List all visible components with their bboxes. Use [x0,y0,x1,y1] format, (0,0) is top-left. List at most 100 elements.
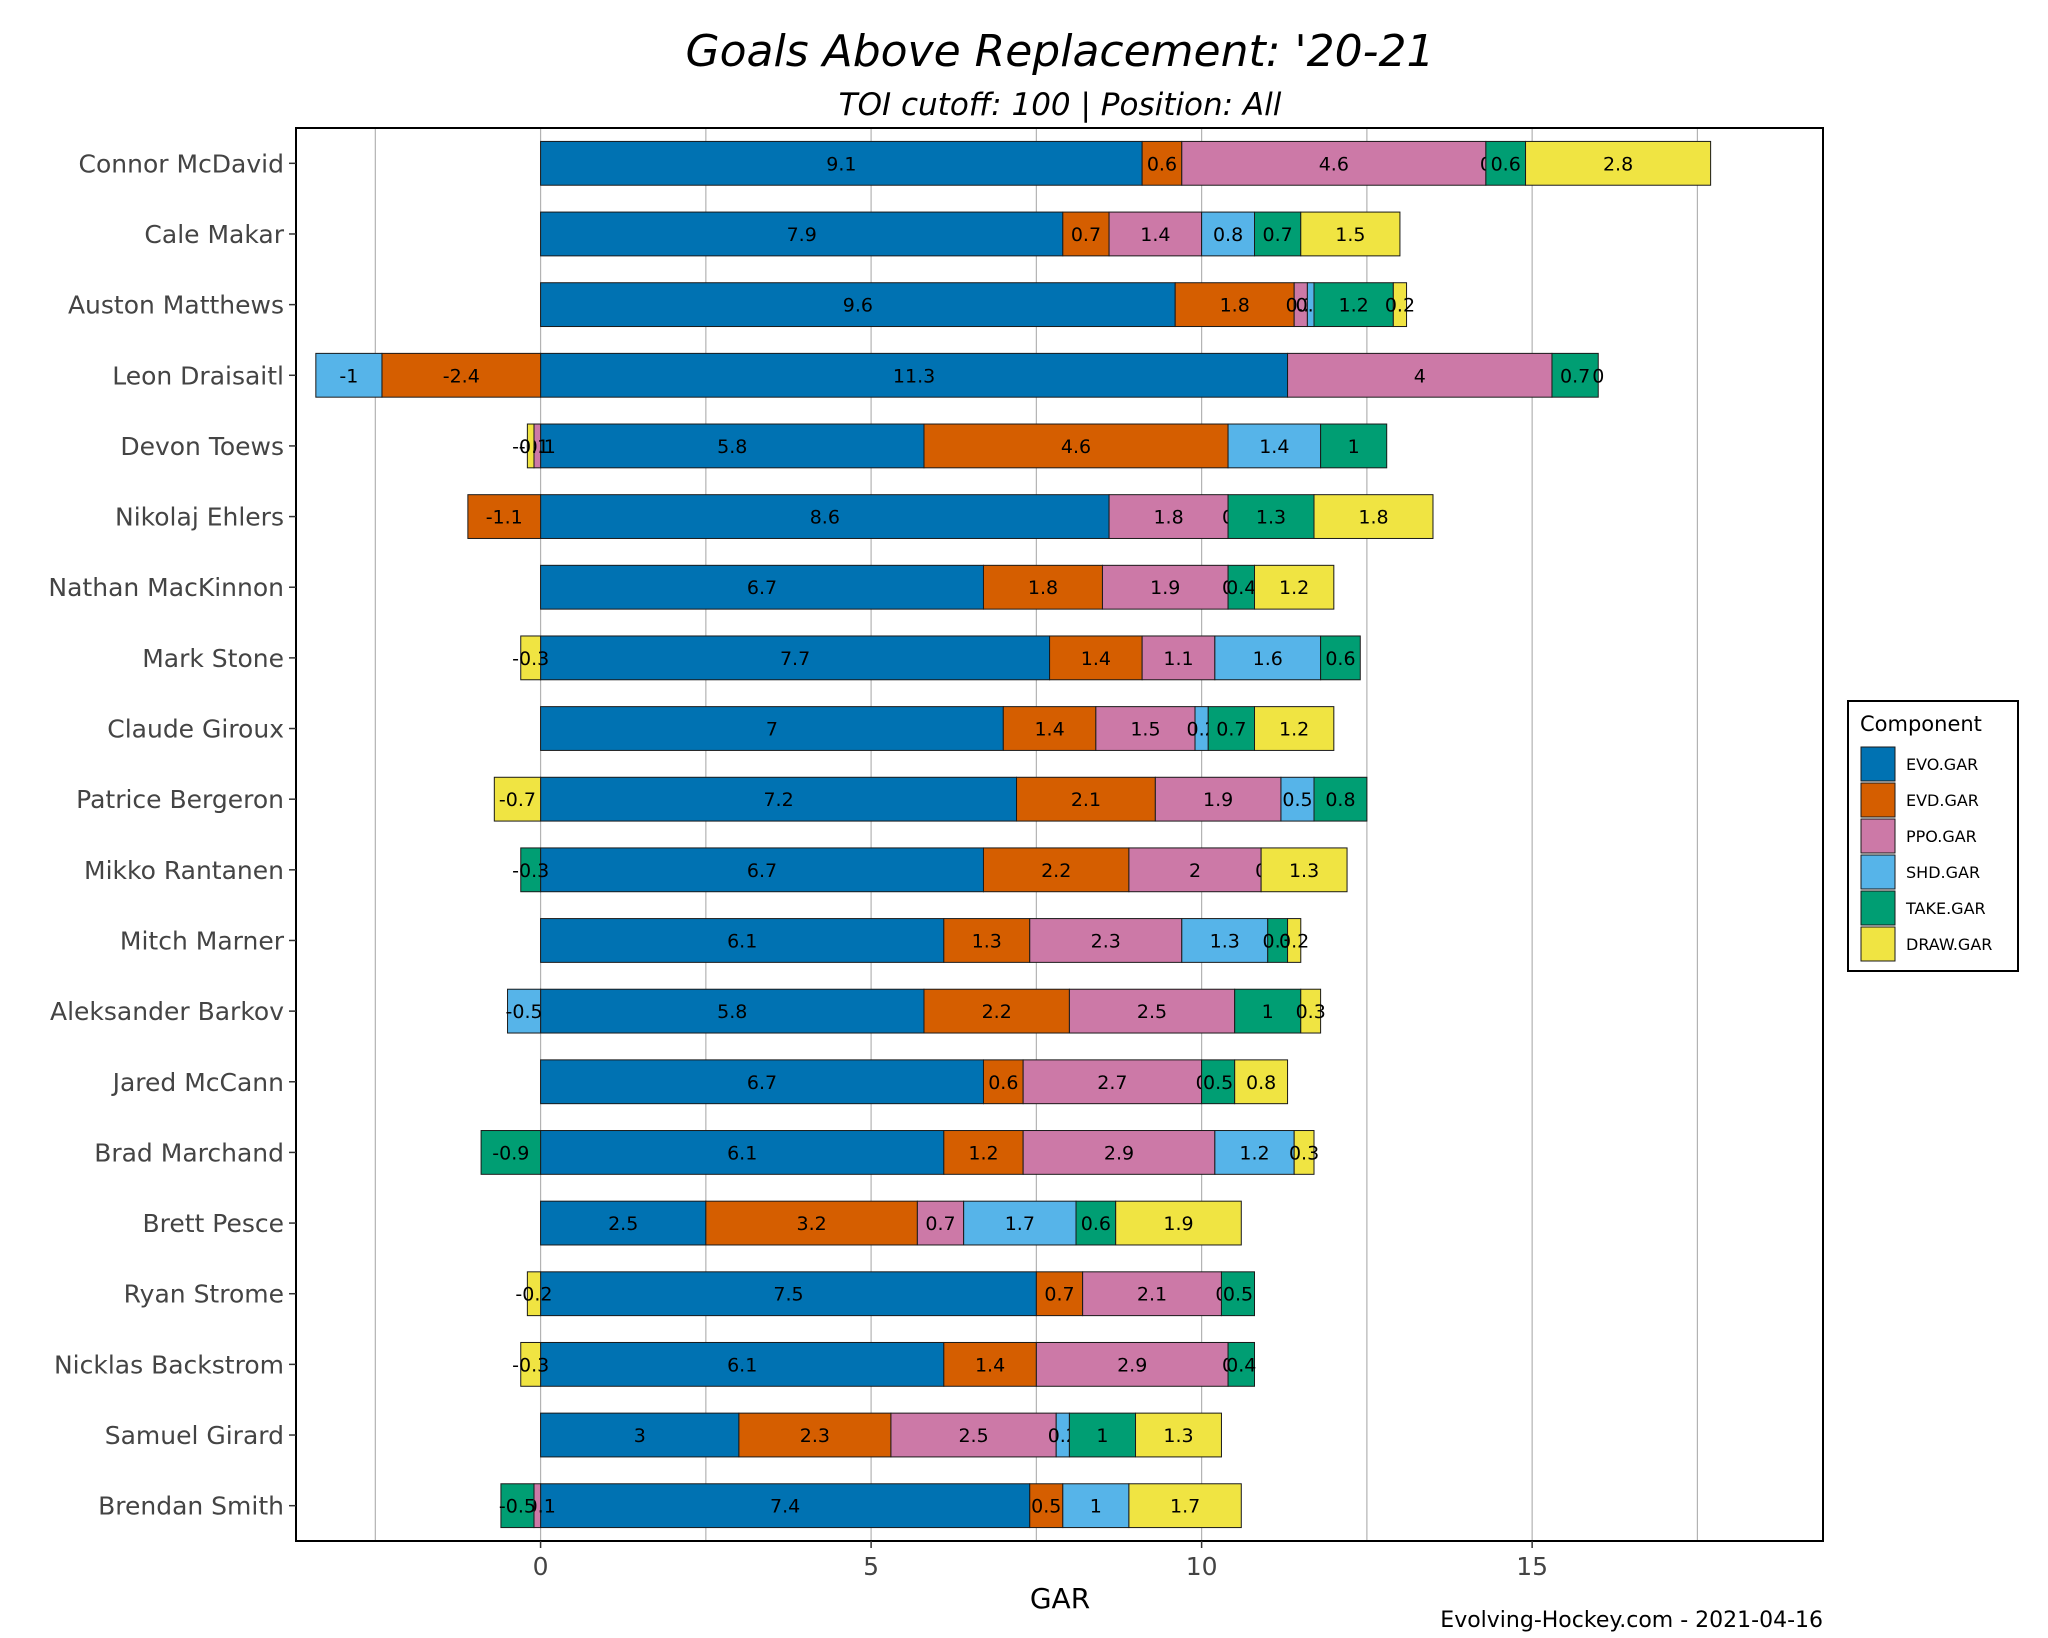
bar-draw-gar [1234,1059,1289,1105]
bar-evo-gar [540,423,925,469]
bar-value-label: 0.6 [1147,153,1177,175]
bar-evd-gar [705,1200,918,1246]
chart-subtitle: TOI cutoff: 100 | Position: All [839,87,1282,123]
bar-evd-gar [982,564,1103,610]
bar-evd-gar [1141,140,1183,186]
bar-value-label: 6.1 [727,1354,757,1376]
bar-value-label: 1 [1348,436,1360,458]
bar-shd-gar [1214,1130,1295,1175]
plot-border [295,127,1824,1542]
x-axis: 0 5 10 15 [533,1541,1548,1581]
legend-swatch [1860,782,1896,818]
bar-value-label: 1.4 [1081,648,1111,670]
bar-value-label: 1.2 [968,1142,998,1164]
bar-draw-gar [1260,847,1348,893]
bar-evo-gar [540,918,945,963]
bar-ppo-gar [1287,352,1553,398]
bar-draw-gar [1300,988,1322,1034]
legend-label: EVD.GAR [1906,791,1979,810]
bar-value-label: 6.7 [747,1072,777,1094]
bar-value-label: 1.1 [1163,648,1193,670]
bar-value-label: 0.6 [1325,648,1355,670]
bar-value-label: 1.7 [1005,1213,1035,1235]
bar-shd-gar [507,988,542,1034]
bar-value-label: 0.3 [1289,1142,1319,1164]
bar-shd-gar [1062,1483,1130,1529]
bar-ppo-gar [1035,1341,1229,1387]
bar-evo-gar [540,635,1051,681]
y-tick-label: Brendan Smith [98,1492,284,1521]
bar-draw-gar [493,776,542,822]
bar-value-label: 2.9 [1104,1142,1134,1164]
bar-value-label: 1.8 [1358,507,1388,529]
bar-value-label: 4.6 [1319,153,1349,175]
bar-value-label: 1.2 [1279,577,1309,599]
bar-value-label: 0.7 [1071,224,1101,246]
bar-ppo-gar [1154,776,1282,822]
legend-items: EVO.GAR EVD.GAR PPO.GAR SHD.GAR TAKE.GAR DRAW… [1860,746,1992,962]
bar-value-label: 1.9 [1150,577,1180,599]
bar-evo-gar [540,1200,707,1246]
y-tick-label: Cale Makar [144,220,284,249]
bar-value-label: 0.7 [1216,719,1246,741]
bar-value-label: 1.4 [1259,436,1289,458]
y-tick-label: Claude Giroux [107,715,284,744]
bar-value-label: 1.8 [1028,577,1058,599]
bar-take-gar [480,1130,542,1175]
bar-value-label: 1.4 [1034,719,1064,741]
bar-draw-gar [1254,564,1335,610]
bar-take-gar [1075,1200,1117,1246]
bar-evo-gar [540,494,1110,539]
bar-value-label: 4 [1414,365,1426,387]
bar-take-gar [1227,1341,1256,1387]
bar-value-label: -1 [339,365,358,387]
y-tick-label: Jared McCann [111,1068,284,1097]
x-tick-label: 15 [1516,1552,1548,1581]
bar-value-label: 9.6 [843,295,873,317]
bar-ppo-gar [1029,918,1183,963]
chart-caption: Evolving-Hockey.com - 2021-04-16 [1440,1608,1823,1633]
bar-value-label: 2.8 [1603,153,1633,175]
bar-ppo-gar [1128,847,1262,893]
bar-shd-gar [963,1200,1077,1246]
bar-evo-gar [540,1483,1031,1529]
bar-value-label: 0.4 [1226,577,1256,599]
bar-evd-gar [1049,635,1143,681]
bar-evo-gar [540,211,1064,257]
bar-ppo-gar [1022,1059,1203,1105]
x-tick-label: 5 [863,1552,879,1581]
x-tick-label: 0 [533,1552,549,1581]
bar-value-label: 1.8 [1153,507,1183,529]
y-tick-label: Nathan MacKinnon [48,573,284,602]
bar-take-gar [520,847,542,893]
bar-evo-gar [540,282,1176,328]
legend-swatch [1860,854,1896,890]
bar-value-label: 6.7 [747,577,777,599]
bar-value-label: -0.2 [515,1284,552,1306]
bar-value-label: 1.4 [975,1354,1005,1376]
bar-take-gar [1320,423,1388,469]
bar-evd-gar [943,1341,1037,1387]
bar-value-label: 7.5 [773,1284,803,1306]
bar-value-label: 2.2 [1041,860,1071,882]
bar-evo-gar [540,1130,945,1175]
bar-draw-gar [526,1271,542,1317]
bar-ppo-gar [1022,1130,1216,1175]
bar-value-label: 0.3 [1263,930,1293,952]
bar-ppo-gar [1101,564,1229,610]
bar-value-label: 0.7 [1560,365,1590,387]
bar-value-label: 3 [634,1425,646,1447]
bar-value-label: 0.8 [1325,789,1355,811]
bar-value-label: 1.4 [1140,224,1170,246]
bar-take-gar [500,1483,535,1529]
bar-value-label: 0.8 [1246,1072,1276,1094]
bar-draw-gar [1300,211,1401,257]
bar-value-label: 0.5 [1282,789,1312,811]
bar-value-label: 5.8 [717,436,747,458]
y-tick-label: Patrice Bergeron [76,785,284,814]
y-axis: Connor McDavid Cale Makar Auston Matthews L… [48,149,296,1521]
bar-value-label: 1.9 [1203,789,1233,811]
bar-value-label: 2.7 [1097,1072,1127,1094]
bar-evo-gar [540,1341,945,1387]
legend-swatch [1860,746,1896,782]
